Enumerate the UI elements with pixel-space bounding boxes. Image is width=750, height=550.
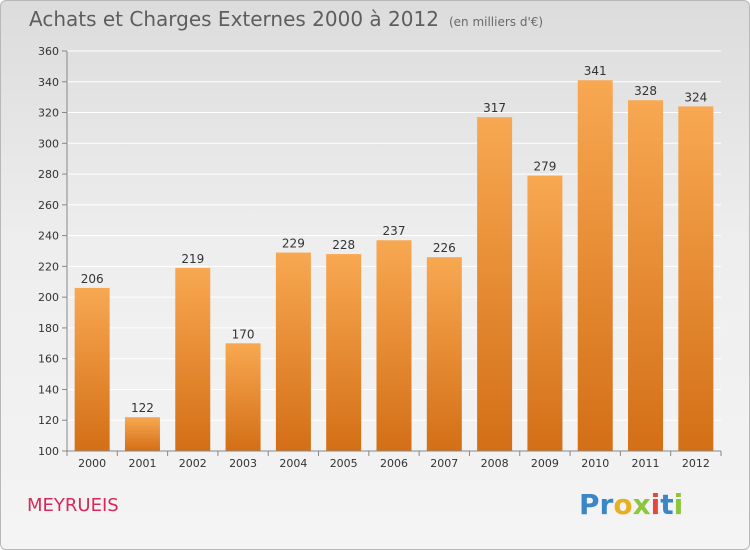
y-tick-label: 160: [38, 353, 59, 366]
data-label-2002: 219: [181, 252, 204, 266]
bar-2000: [74, 287, 110, 451]
data-label-2008: 317: [483, 101, 506, 115]
bar-2005: [326, 254, 362, 451]
y-tick-label: 340: [38, 76, 59, 89]
x-axis: 2000 2001 2002 2003 2004 2005 2006 2007 2008 2009…: [66, 450, 722, 470]
data-label-2006: 237: [383, 224, 406, 238]
y-tick-label: 240: [38, 230, 59, 243]
x-tick-label-2005: 2005: [330, 457, 358, 470]
y-tick-label: 360: [38, 45, 59, 58]
x-tick-label-2000: 2000: [78, 457, 106, 470]
y-tick-label: 280: [38, 168, 59, 181]
city-name: MEYRUEIS: [27, 495, 119, 516]
bar-2006: [376, 240, 412, 451]
chart-title-text: Achats et Charges Externes 2000 à 2012: [29, 7, 439, 31]
x-tick-label-2004: 2004: [279, 457, 307, 470]
y-tick-label: 140: [38, 383, 59, 396]
data-label-2000: 206: [81, 272, 104, 286]
data-label-2001: 122: [131, 401, 154, 415]
x-tick-label-2010: 2010: [581, 457, 609, 470]
bar-2007: [426, 257, 462, 451]
data-label-2009: 279: [533, 160, 556, 174]
data-labels: 206 122 219 170 229 228 237 226 317 279 341 328 324: [81, 64, 708, 415]
x-tick-label-2009: 2009: [531, 457, 559, 470]
x-tick-label-2011: 2011: [632, 457, 660, 470]
data-label-2010: 341: [584, 64, 607, 78]
bar-2012: [678, 106, 714, 451]
bar-2003: [225, 343, 261, 451]
bar-2009: [527, 175, 563, 451]
x-tick-label-2002: 2002: [179, 457, 207, 470]
chart-subtitle: (en milliers d'€): [448, 15, 544, 29]
bars: [74, 80, 714, 452]
x-tick-label-2003: 2003: [229, 457, 257, 470]
y-tick-label: 320: [38, 107, 59, 120]
bar-2011: [628, 100, 664, 451]
y-tick-label: 220: [38, 260, 59, 273]
bar-2004: [275, 252, 311, 451]
data-label-2012: 324: [684, 90, 707, 104]
y-tick-label: 300: [38, 137, 59, 150]
x-tick-label-2006: 2006: [380, 457, 408, 470]
y-tick-label: 200: [38, 291, 59, 304]
logo-letter: i: [650, 488, 661, 521]
x-tick-label-2012: 2012: [682, 457, 710, 470]
bar-2002: [175, 267, 211, 451]
x-tick-label-2007: 2007: [430, 457, 458, 470]
bar-2001: [124, 417, 160, 451]
logo-letter: t: [660, 488, 674, 521]
y-axis: 100 120 140 160 180 200 220 240 260 280 300 320 340 3…: [38, 45, 68, 458]
y-tick-label: 180: [38, 322, 59, 335]
y-tick-label: 260: [38, 199, 59, 212]
data-label-2005: 228: [332, 238, 355, 252]
logo-letter: i: [673, 488, 684, 521]
chart-title: Achats et Charges Externes 2000 à 2012 (e…: [29, 7, 543, 31]
data-label-2003: 170: [232, 327, 255, 341]
y-tick-label: 100: [38, 445, 59, 458]
x-tick-label-2001: 2001: [128, 457, 156, 470]
bar-2008: [477, 117, 513, 452]
data-label-2011: 328: [634, 84, 657, 98]
data-label-2007: 226: [433, 241, 456, 255]
logo-letter: o: [613, 488, 633, 521]
bar-2010: [577, 80, 613, 451]
proxiti-logo: Proxiti: [579, 488, 683, 521]
x-tick-label-2008: 2008: [481, 457, 509, 470]
logo-letter: x: [632, 488, 651, 521]
logo-letter: P: [579, 488, 600, 521]
data-label-2004: 229: [282, 237, 305, 251]
y-tick-label: 120: [38, 414, 59, 427]
logo-letter: r: [599, 488, 614, 521]
